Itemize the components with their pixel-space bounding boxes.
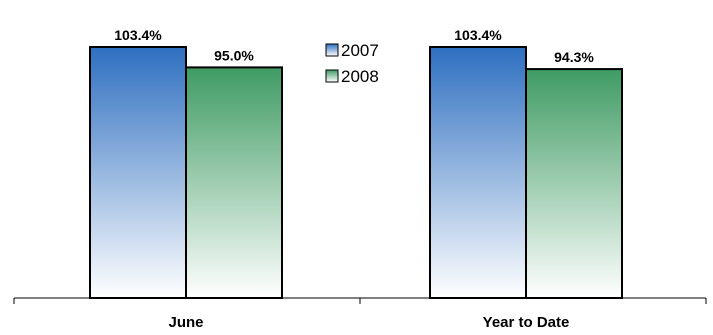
- data-label: 103.4%: [114, 27, 162, 43]
- x-axis: [13, 297, 707, 304]
- data-label: 95.0%: [214, 47, 254, 63]
- bar-2007-year-to-date: [429, 46, 527, 299]
- bar-2008-june: [185, 66, 283, 299]
- legend-label-2008: 2008: [341, 67, 379, 86]
- category-label: Year to Date: [483, 314, 570, 331]
- bars-layer: [89, 46, 623, 300]
- bar-2007-june: [89, 46, 187, 299]
- legend: 2007 2008: [325, 41, 379, 86]
- bar-2008-year-to-date: [525, 68, 623, 300]
- legend-label-2007: 2007: [341, 41, 379, 60]
- data-label: 94.3%: [554, 49, 594, 65]
- legend-swatch-2007: [325, 43, 339, 57]
- category-label: June: [168, 314, 203, 331]
- category-labels: June Year to Date: [168, 314, 569, 331]
- legend-swatch-2008: [325, 69, 339, 83]
- data-label: 103.4%: [454, 27, 502, 43]
- data-labels-layer: 103.4% 103.4% 95.0% 94.3%: [114, 27, 594, 65]
